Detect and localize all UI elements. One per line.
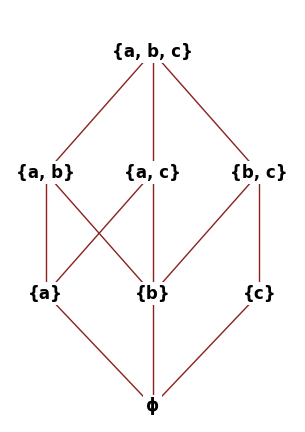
Text: {b}: {b} bbox=[135, 285, 170, 303]
Text: {b, c}: {b, c} bbox=[231, 164, 288, 182]
Text: ϕ: ϕ bbox=[146, 397, 159, 415]
Text: {a}: {a} bbox=[28, 285, 63, 303]
Text: {a, c}: {a, c} bbox=[124, 164, 181, 182]
Text: {a, b}: {a, b} bbox=[16, 164, 75, 182]
Text: {a, b, c}: {a, b, c} bbox=[112, 43, 193, 61]
Text: {c}: {c} bbox=[242, 285, 276, 303]
